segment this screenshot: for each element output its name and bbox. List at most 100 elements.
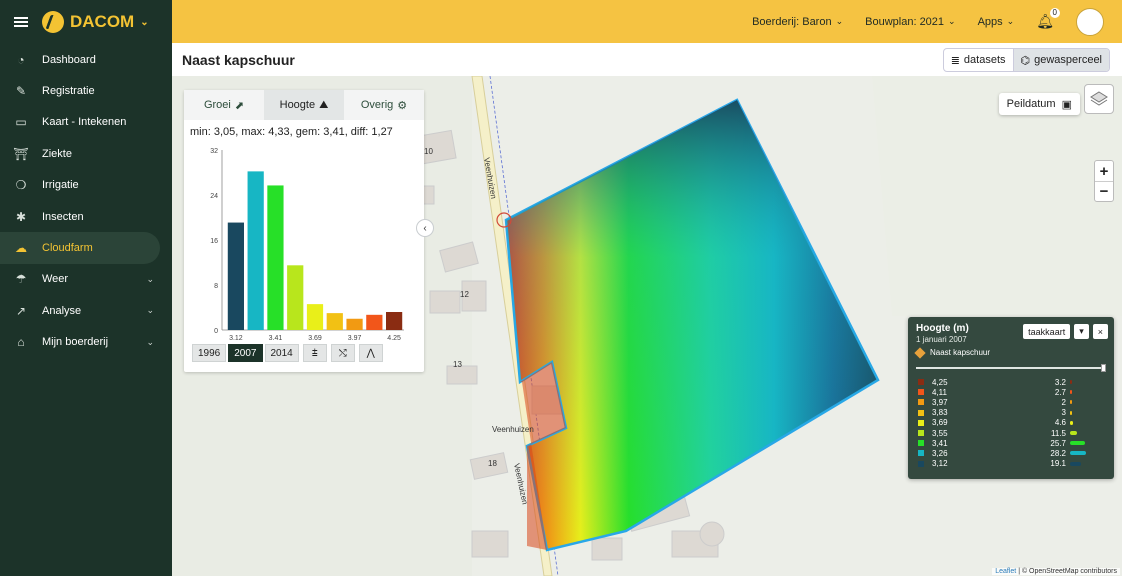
legend-swatch [918, 399, 924, 406]
field-height-layer[interactable] [504, 98, 880, 552]
sidebar: DACOM ⌄ ◔ Dashboard ✎ Registratie ▭ Kaart - I… [0, 0, 172, 576]
year-button-2007[interactable]: 2007 [228, 344, 263, 362]
histogram-bar[interactable] [346, 318, 363, 330]
year-button-1996[interactable]: 1996 [192, 344, 227, 362]
year-button-2014[interactable]: 2014 [264, 344, 299, 362]
notification-count: 0 [1049, 8, 1060, 18]
legend-swatch [918, 450, 924, 457]
x-tick-label: 3.69 [308, 335, 322, 342]
legend-dropdown-button[interactable]: ▾ [1074, 324, 1089, 339]
sidebar-item-insecten[interactable]: ✱ Insecten [0, 201, 172, 232]
legend-value: 3,83 [932, 408, 948, 418]
legend-row: 3,97 2 [918, 397, 1104, 407]
sidebar-item-registratie[interactable]: ✎ Registratie [0, 75, 172, 106]
chevron-down-icon: ⌄ [146, 305, 154, 316]
legend-actions: taakkaart ▾ × [1023, 324, 1108, 339]
tab-overig-label: Overig [360, 99, 394, 111]
sidebar-item-dashboard[interactable]: ◔ Dashboard [0, 44, 172, 75]
sidebar-item-cloudfarm[interactable]: ☁ Cloudfarm [0, 232, 160, 264]
sidebar-item-label: Registratie [42, 85, 95, 98]
apps-menu[interactable]: Apps ⌄ [978, 16, 1015, 28]
legend-row: 3,12 19.1 [918, 459, 1104, 469]
legend-swatch [918, 460, 924, 467]
slider-handle[interactable] [1101, 364, 1106, 372]
legend-percentage: 19.1 [1050, 459, 1066, 469]
view-toggle: ≣ datasets ⌬ gewasperceel [942, 48, 1110, 72]
plan-selector[interactable]: Bouwplan: 2021 ⌄ [865, 16, 955, 28]
map-view[interactable]: Veenhuizen Veenhuizen Veenhuizen 10 12 1… [172, 76, 1122, 576]
zoom-out-button[interactable]: − [1095, 181, 1113, 201]
legend-row: 3,69 4.6 [918, 418, 1104, 428]
field-icon [914, 346, 926, 359]
x-tick-label: 4.25 [387, 335, 401, 342]
legend-bar [1070, 441, 1085, 446]
legend-percentage: 4.6 [1054, 418, 1066, 428]
histogram-bar[interactable] [366, 314, 383, 330]
sidebar-item-label: Insecten [42, 210, 84, 223]
histogram-bar[interactable] [326, 313, 343, 330]
legend-value: 3,69 [932, 418, 948, 428]
sidebar-item-weer[interactable]: ☂ Weer ⌄ [0, 264, 172, 295]
sidebar-item-mijn-boerderij[interactable]: ⌂ Mijn boerderij ⌄ [0, 327, 172, 358]
legend-row: 4,11 2.7 [918, 387, 1104, 397]
level-icon[interactable]: ⩲ [302, 344, 327, 362]
collapse-panel-button[interactable]: ‹ [416, 219, 434, 237]
legend-row: 3,83 3 [918, 408, 1104, 418]
map-icon: ▭ [15, 115, 27, 130]
sidebar-item-irrigatie[interactable]: ❍ Irrigatie [0, 170, 172, 201]
house-number: 10 [424, 147, 433, 156]
gewasperceel-label: gewasperceel [1034, 54, 1102, 66]
house-number: 18 [488, 459, 497, 468]
dacom-logo-icon [42, 11, 64, 33]
y-tick-label: 24 [210, 193, 218, 200]
tab-hoogte[interactable]: Hoogte ⛰︎ [264, 90, 344, 120]
gewasperceel-button[interactable]: ⌬ gewasperceel [1012, 49, 1109, 71]
mountain-icon: ⛰︎ [319, 98, 329, 111]
sidebar-item-ziekte[interactable]: ⛩ Ziekte [0, 138, 172, 169]
taakkaart-button[interactable]: taakkaart [1023, 324, 1071, 339]
road-label-2: Veenhuizen [492, 425, 534, 434]
tab-overig[interactable]: Overig ⚙ [344, 90, 424, 120]
notifications-bell-icon[interactable]: 🔔︎ 0 [1036, 8, 1060, 30]
shuffle-icon[interactable]: ⤭ [330, 344, 355, 362]
legend-bar [1070, 461, 1081, 466]
legend-bar [1070, 451, 1086, 456]
x-tick-label: 3.41 [269, 335, 283, 342]
histogram-bar[interactable] [247, 171, 264, 330]
cloud-upload-icon: ☁ [15, 241, 27, 256]
leaflet-link[interactable]: Leaflet [995, 568, 1017, 575]
farm-selector[interactable]: Boerderij: Baron ⌄ [752, 16, 843, 28]
compare-icon[interactable]: ⋀ [358, 344, 383, 362]
datasets-button[interactable]: ≣ datasets [944, 49, 1013, 71]
avatar[interactable] [1076, 7, 1104, 36]
chevron-left-icon: ‹ [423, 222, 427, 234]
tab-groei[interactable]: Groei ⬈ [184, 90, 264, 120]
histogram-bar[interactable] [287, 265, 304, 330]
legend-value: 3,12 [932, 459, 948, 469]
histogram-bar[interactable] [267, 185, 284, 330]
zoom-in-button[interactable]: + [1099, 162, 1109, 180]
y-tick-label: 8 [214, 283, 218, 290]
brand-logo[interactable]: DACOM ⌄ [42, 11, 149, 33]
chart-line-icon: ↗ [15, 303, 27, 318]
histogram-bar[interactable] [227, 222, 244, 330]
sidebar-item-kaart-intekenen[interactable]: ▭ Kaart - Intekenen [0, 107, 172, 138]
legend-bar [1070, 420, 1073, 425]
legend-opacity-slider[interactable] [916, 364, 1106, 372]
legend-swatch [918, 419, 924, 426]
histogram-bar[interactable] [386, 312, 403, 330]
legend-value: 3,26 [932, 448, 948, 458]
legend-swatch [918, 409, 924, 416]
legend-close-button[interactable]: × [1092, 324, 1108, 339]
sidebar-item-analyse[interactable]: ↗ Analyse ⌄ [0, 295, 172, 326]
gauge-icon: ◔ [17, 52, 25, 67]
chevron-down-icon: ⌄ [835, 16, 844, 26]
histogram-bar[interactable] [306, 304, 324, 330]
page-header: Naast kapschuur ≣ datasets ⌬ gewaspercee… [172, 43, 1122, 76]
legend-swatch [918, 389, 924, 396]
tractor-icon: ⚙ [397, 99, 408, 112]
layers-button[interactable] [1084, 84, 1114, 114]
legend-percentage: 25.7 [1050, 438, 1066, 448]
menu-icon[interactable] [14, 17, 28, 27]
peildatum-button[interactable]: Peildatum ▣ [998, 93, 1080, 115]
